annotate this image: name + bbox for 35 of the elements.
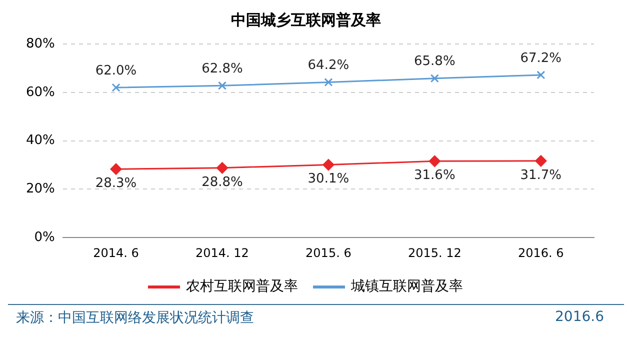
point	[112, 83, 120, 92]
data-label: 67.2%	[520, 50, 562, 66]
legend-label: 农村互联网普及率	[186, 278, 298, 295]
point	[428, 155, 440, 167]
point	[322, 159, 334, 171]
point	[536, 70, 546, 80]
y-tick-label: 60%	[26, 84, 55, 100]
x-tick-label: 2015. 12	[408, 246, 462, 260]
data-label: 31.6%	[414, 168, 456, 184]
source-note: 来源：中国互联网络发展状况统计调查	[16, 309, 254, 327]
data-label: 64.2%	[308, 58, 350, 74]
y-tick-label: 40%	[26, 133, 55, 148]
data-label: 62.8%	[202, 62, 243, 76]
legend-label: 城镇互联网普及率	[350, 278, 463, 295]
x-tick-label: 2014. 12	[196, 246, 249, 260]
data-label: 28.3%	[95, 176, 137, 191]
point	[110, 163, 122, 175]
y-tick-label: 20%	[26, 182, 55, 197]
x-tick-label: 2016. 6	[518, 246, 564, 260]
chart-title: 中国城乡互联网普及率	[231, 10, 381, 29]
text: 2016.6	[555, 309, 604, 327]
data-label: 28.8%	[202, 174, 243, 190]
point	[324, 78, 333, 87]
x-tick-label: 2014. 6	[93, 246, 139, 260]
y-tick-label: 80%	[26, 36, 55, 52]
point	[535, 155, 547, 167]
point	[430, 74, 439, 83]
data-label: 65.8%	[414, 54, 456, 70]
y-tick-label: 0%	[34, 230, 55, 245]
point	[216, 162, 228, 174]
data-label: 30.1%	[308, 172, 350, 187]
data-label: 62.0%	[95, 63, 137, 78]
x-tick-label: 2015. 6	[306, 246, 352, 260]
point	[218, 81, 227, 90]
data-label: 31.7%	[520, 168, 562, 183]
